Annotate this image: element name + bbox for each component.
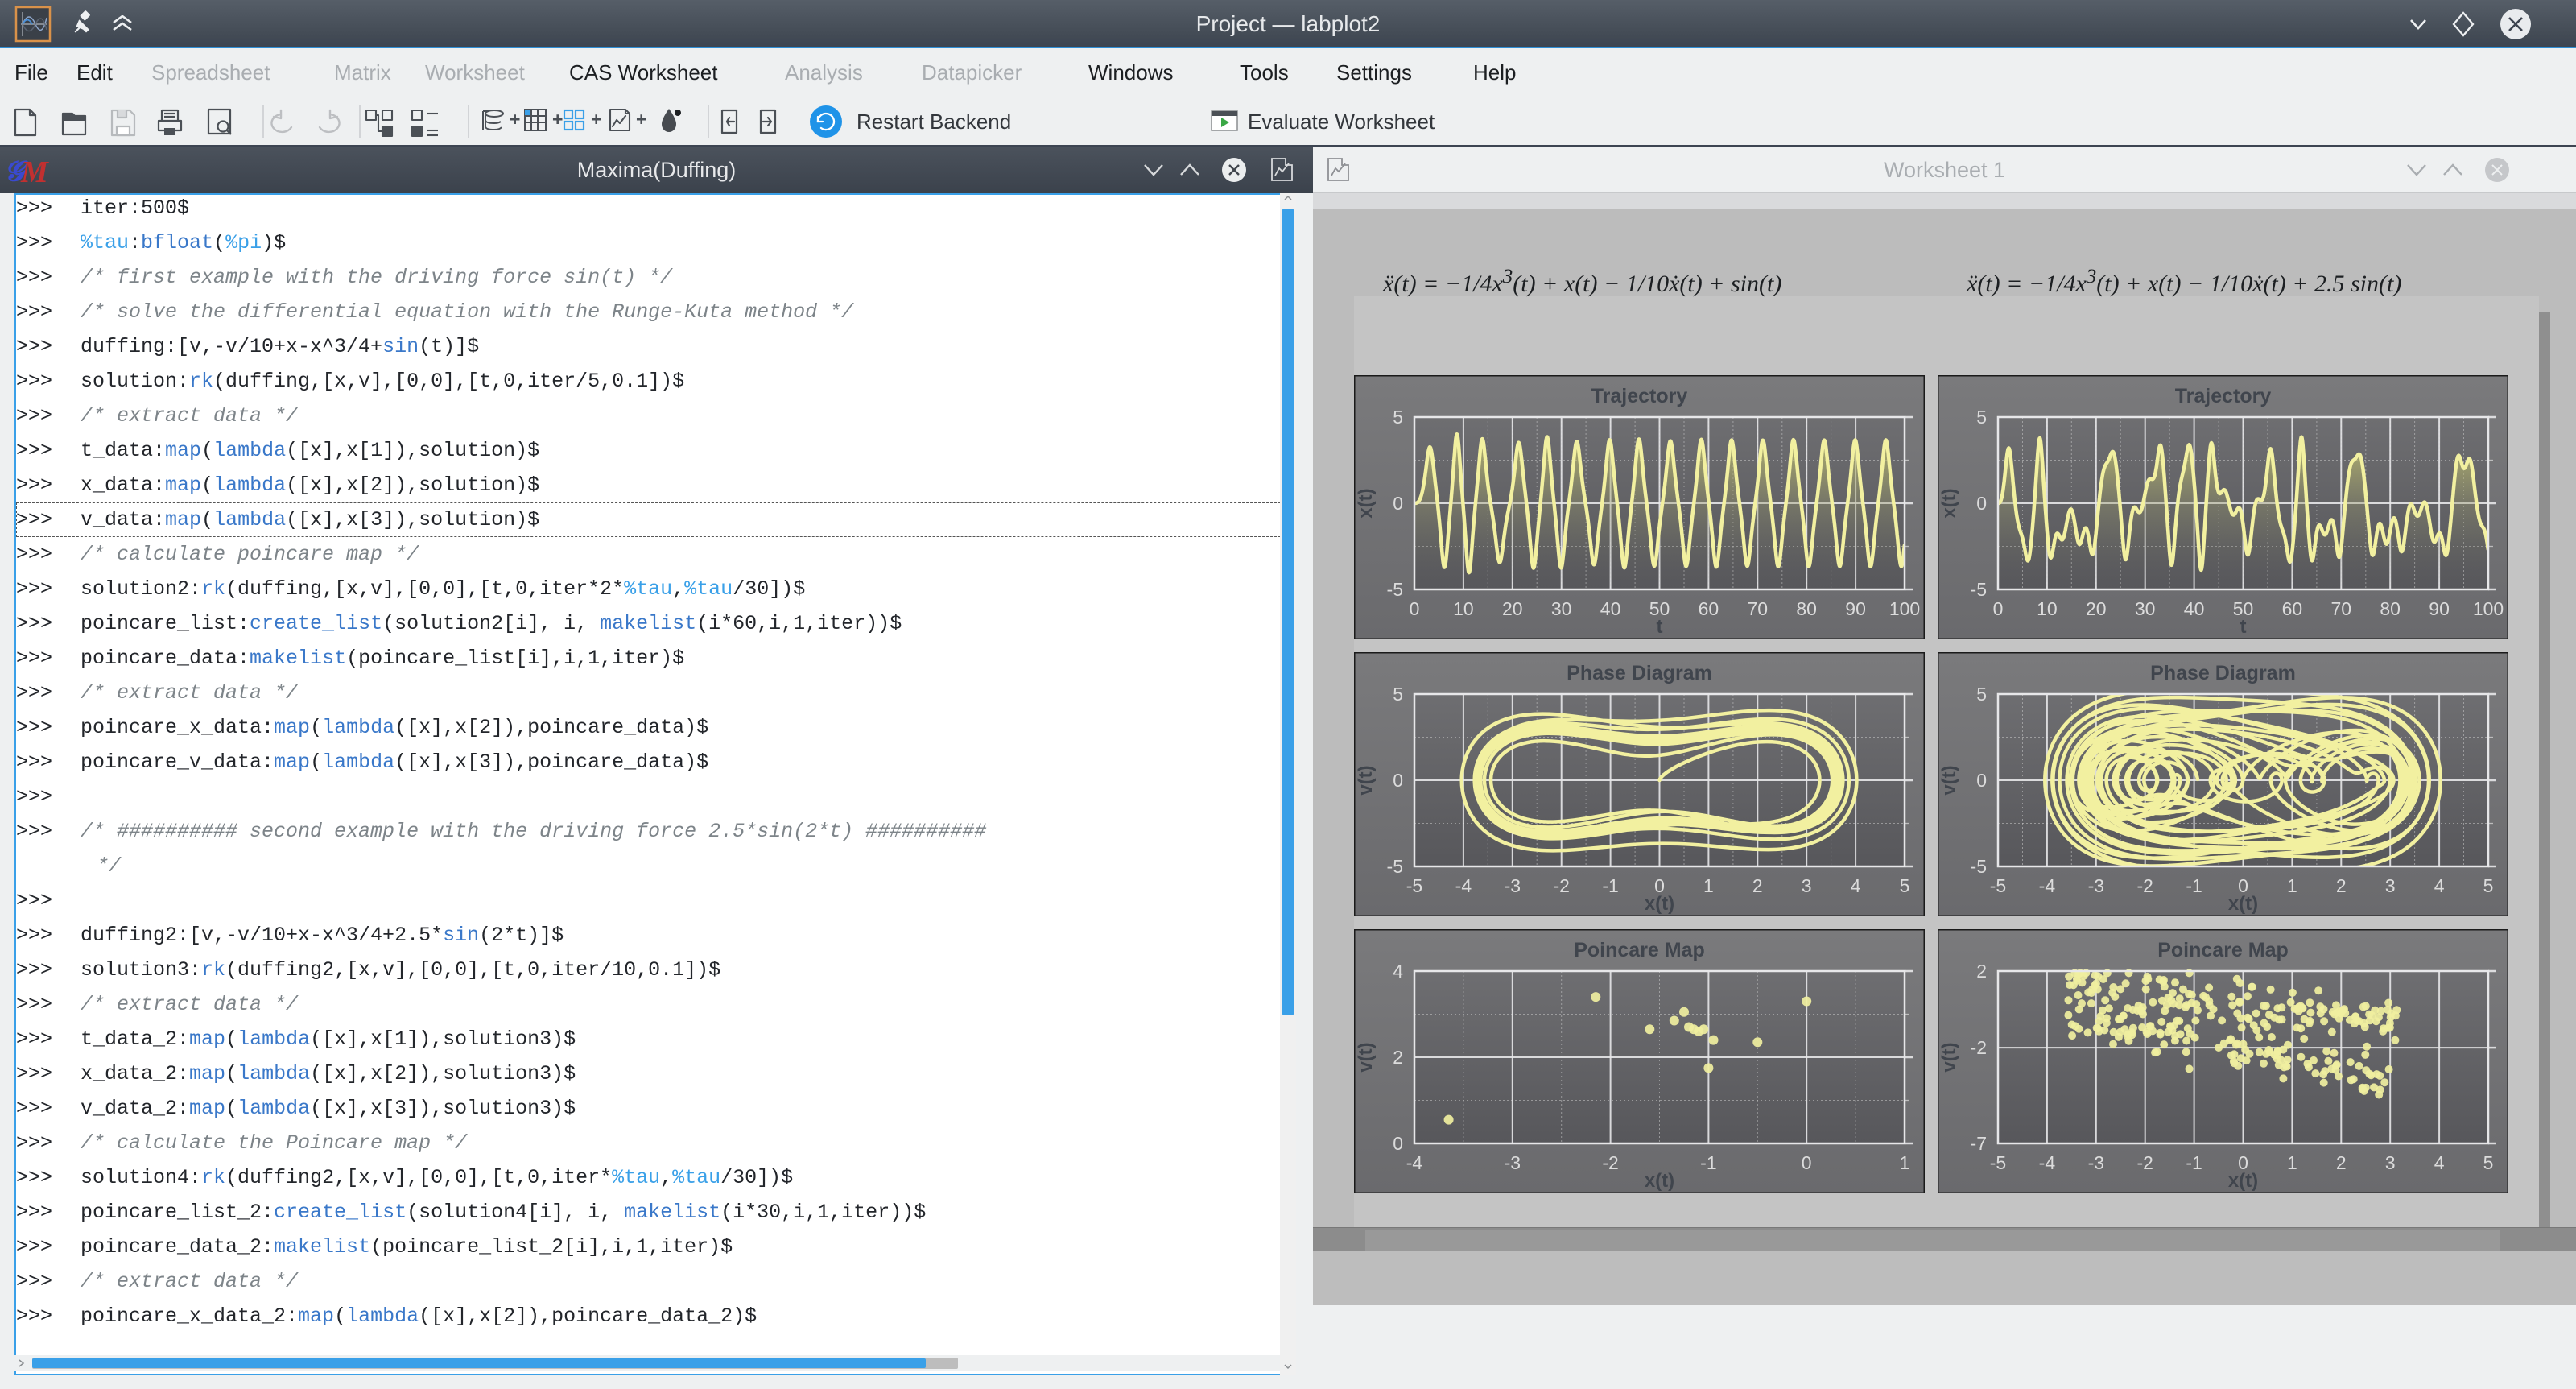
svg-text:+: +: [591, 109, 601, 130]
svg-text:20: 20: [2086, 598, 2107, 619]
svg-text:4: 4: [2434, 875, 2445, 896]
svg-text:Poincare Map: Poincare Map: [2157, 939, 2289, 961]
svg-text:-3: -3: [2088, 875, 2104, 896]
svg-text:5: 5: [1900, 875, 1910, 896]
svg-text:1: 1: [1703, 875, 1714, 896]
svg-text:4: 4: [2434, 1152, 2445, 1173]
svg-text:Restart Backend: Restart Backend: [857, 110, 1011, 134]
svg-text:5: 5: [2483, 875, 2494, 896]
svg-text:Trajectory: Trajectory: [1591, 385, 1688, 407]
svg-text:-4: -4: [1455, 875, 1472, 896]
svg-text:-5: -5: [1387, 579, 1403, 600]
svg-text:+: +: [636, 109, 646, 130]
svg-text:0: 0: [1802, 1152, 1812, 1173]
svg-text:-5: -5: [1387, 856, 1403, 877]
svg-text:90: 90: [1845, 598, 1866, 619]
svg-text:-1: -1: [2186, 1152, 2202, 1173]
svg-text:x(t): x(t): [2228, 1170, 2258, 1192]
svg-text:5: 5: [1976, 407, 1987, 428]
svg-text:2: 2: [1752, 875, 1763, 896]
svg-text:5: 5: [1393, 407, 1403, 428]
svg-text:x(t): x(t): [1645, 893, 1674, 915]
svg-text:-4: -4: [1406, 1152, 1423, 1173]
svg-text:-3: -3: [2088, 1152, 2104, 1173]
svg-text:-4: -4: [2039, 875, 2056, 896]
svg-text:-2: -2: [2136, 1152, 2153, 1173]
svg-text:-5: -5: [1990, 1152, 2006, 1173]
svg-text:x(t): x(t): [2228, 893, 2258, 915]
svg-text:+: +: [510, 109, 520, 130]
svg-text:-5: -5: [1971, 579, 1987, 600]
svg-text:t: t: [2240, 616, 2247, 638]
svg-text:x(t): x(t): [1938, 488, 1960, 518]
svg-text:3: 3: [2385, 875, 2396, 896]
svg-text:-7: -7: [1971, 1133, 1987, 1154]
svg-text:0: 0: [1393, 770, 1403, 791]
svg-text:30: 30: [1551, 598, 1572, 619]
svg-text:0: 0: [1976, 493, 1987, 514]
svg-text:Poincare Map: Poincare Map: [1574, 939, 1705, 961]
svg-text:v(t): v(t): [1355, 1042, 1377, 1072]
svg-text:2: 2: [2336, 875, 2347, 896]
svg-text:60: 60: [2282, 598, 2303, 619]
svg-text:80: 80: [2380, 598, 2401, 619]
svg-text:3: 3: [2385, 1152, 2396, 1173]
svg-text:4: 4: [1851, 875, 1861, 896]
svg-text:5: 5: [2483, 1152, 2494, 1173]
svg-text:1: 1: [2287, 875, 2297, 896]
svg-text:Phase Diagram: Phase Diagram: [1567, 662, 1712, 684]
svg-text:1: 1: [1900, 1152, 1910, 1173]
svg-text:100: 100: [2473, 598, 2504, 619]
svg-text:40: 40: [1600, 598, 1621, 619]
svg-text:-5: -5: [1990, 875, 2006, 896]
svg-text:3: 3: [1802, 875, 1812, 896]
svg-text:2: 2: [2336, 1152, 2347, 1173]
svg-text:-5: -5: [1406, 875, 1422, 896]
svg-text:90: 90: [2429, 598, 2450, 619]
svg-text:Evaluate Worksheet: Evaluate Worksheet: [1248, 110, 1435, 134]
svg-text:-2: -2: [1602, 1152, 1618, 1173]
svg-text:80: 80: [1796, 598, 1817, 619]
svg-text:5: 5: [1393, 684, 1403, 705]
svg-text:Phase Diagram: Phase Diagram: [2150, 662, 2296, 684]
svg-text:20: 20: [1502, 598, 1523, 619]
svg-text:70: 70: [1748, 598, 1769, 619]
svg-text:0: 0: [1976, 770, 1987, 791]
svg-text:4: 4: [1393, 961, 1403, 982]
svg-text:2: 2: [1976, 961, 1987, 982]
svg-text:-2: -2: [1553, 875, 1569, 896]
svg-text:100: 100: [1889, 598, 1920, 619]
svg-text:-3: -3: [1505, 1152, 1521, 1173]
svg-text:30: 30: [2135, 598, 2156, 619]
svg-text:-1: -1: [1700, 1152, 1716, 1173]
svg-text:10: 10: [1453, 598, 1474, 619]
svg-text:v(t): v(t): [1938, 1042, 1960, 1072]
svg-text:-2: -2: [1971, 1037, 1987, 1058]
svg-text:2: 2: [1393, 1047, 1403, 1068]
svg-text:-1: -1: [2186, 875, 2202, 896]
svg-text:v(t): v(t): [1938, 765, 1960, 795]
svg-text:-4: -4: [2039, 1152, 2056, 1173]
svg-text:0: 0: [1393, 1133, 1403, 1154]
svg-text:x(t): x(t): [1355, 488, 1377, 518]
svg-text:0: 0: [1993, 598, 2004, 619]
svg-text:v(t): v(t): [1355, 765, 1377, 795]
svg-text:40: 40: [2184, 598, 2205, 619]
svg-text:Trajectory: Trajectory: [2175, 385, 2272, 407]
svg-text:+: +: [552, 109, 563, 130]
svg-text:t: t: [1657, 616, 1663, 638]
svg-text:-1: -1: [1602, 875, 1618, 896]
svg-text:5: 5: [1976, 684, 1987, 705]
svg-text:10: 10: [2037, 598, 2058, 619]
svg-text:0: 0: [1410, 598, 1420, 619]
svg-text:1: 1: [2287, 1152, 2297, 1173]
svg-text:x(t): x(t): [1645, 1170, 1674, 1192]
svg-text:-2: -2: [2136, 875, 2153, 896]
svg-text:-3: -3: [1505, 875, 1521, 896]
svg-text:70: 70: [2331, 598, 2352, 619]
svg-text:-5: -5: [1971, 856, 1987, 877]
svg-text:60: 60: [1699, 598, 1719, 619]
svg-text:0: 0: [1393, 493, 1403, 514]
